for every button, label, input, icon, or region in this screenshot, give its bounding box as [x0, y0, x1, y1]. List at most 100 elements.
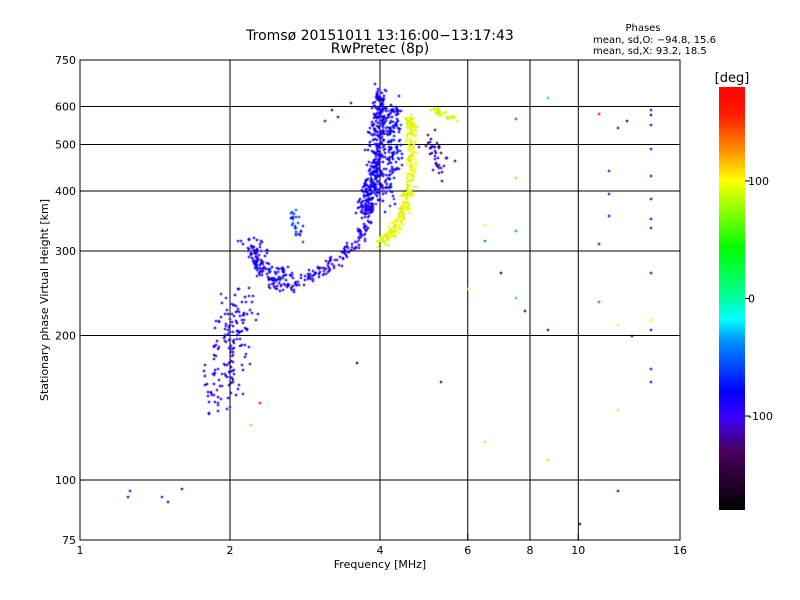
data-point	[401, 193, 405, 197]
data-point	[413, 127, 417, 131]
data-point	[408, 193, 412, 197]
data-point	[373, 82, 377, 86]
data-point	[376, 245, 380, 249]
data-point	[408, 211, 412, 215]
data-point	[235, 333, 239, 337]
data-point	[364, 188, 368, 192]
data-point	[223, 333, 227, 337]
data-point	[329, 255, 333, 259]
data-point	[405, 187, 409, 191]
y-tick-label: 200	[55, 330, 76, 343]
data-point	[268, 286, 272, 290]
data-point	[390, 115, 394, 119]
data-point	[281, 270, 285, 274]
stats-x-mode: mean, sd,X: 93.2, 18.5	[593, 46, 707, 57]
data-point	[398, 127, 402, 131]
data-point	[259, 249, 263, 253]
data-point	[308, 272, 312, 276]
data-point	[344, 253, 348, 257]
data-point	[385, 125, 389, 129]
data-point	[380, 104, 384, 108]
data-point	[440, 179, 444, 183]
data-point	[345, 255, 349, 259]
data-point	[405, 126, 409, 130]
data-point	[257, 271, 261, 275]
data-point	[383, 151, 387, 155]
data-point	[244, 352, 248, 356]
data-point	[243, 326, 247, 330]
data-point	[355, 361, 359, 365]
data-point	[375, 239, 379, 243]
data-point	[387, 139, 391, 143]
data-point	[649, 147, 653, 151]
data-point	[379, 169, 383, 173]
data-point	[160, 495, 164, 499]
data-point	[356, 229, 360, 233]
data-point	[376, 106, 380, 110]
data-point	[395, 166, 399, 170]
data-point	[392, 220, 396, 224]
data-point	[597, 300, 601, 304]
data-point	[435, 107, 439, 111]
data-point	[390, 151, 394, 155]
data-point	[408, 159, 412, 163]
data-point	[397, 215, 401, 219]
data-point	[270, 265, 274, 269]
data-point	[271, 277, 275, 281]
data-point	[381, 138, 385, 142]
data-point	[270, 282, 274, 286]
data-point	[307, 268, 311, 272]
data-point	[231, 378, 235, 382]
data-point	[277, 276, 281, 280]
data-point	[230, 312, 234, 316]
data-point	[247, 286, 251, 290]
data-point	[322, 269, 326, 273]
data-point	[250, 300, 254, 304]
data-point	[435, 164, 439, 168]
data-point	[359, 210, 363, 214]
data-point	[213, 326, 217, 330]
data-point	[388, 112, 392, 116]
data-point	[326, 262, 330, 266]
axis-ticks: 1 2 4 6 8 10 16 75 100 200 300 400 500 600 750	[55, 54, 687, 557]
data-point	[261, 262, 265, 266]
data-point	[215, 388, 219, 392]
data-point	[386, 186, 390, 190]
data-point	[303, 278, 307, 282]
data-point	[391, 124, 395, 128]
data-point	[649, 113, 653, 117]
data-point	[265, 251, 269, 255]
data-point	[374, 165, 378, 169]
data-point	[377, 126, 381, 130]
data-point	[362, 222, 366, 226]
data-point	[357, 199, 361, 203]
data-point	[233, 293, 237, 297]
data-point	[254, 318, 258, 322]
data-point	[255, 238, 259, 242]
data-point	[483, 223, 487, 227]
data-point	[433, 149, 437, 153]
data-point	[446, 117, 450, 121]
data-point	[405, 184, 409, 188]
data-point	[368, 131, 372, 135]
data-point	[219, 397, 223, 401]
data-point	[382, 233, 386, 237]
data-point	[373, 104, 377, 108]
data-point	[394, 113, 398, 117]
data-point	[392, 130, 396, 134]
data-point	[240, 329, 244, 333]
data-point	[370, 161, 374, 165]
data-point	[369, 208, 373, 212]
data-point	[434, 161, 438, 165]
data-point	[227, 346, 231, 350]
data-point	[384, 191, 388, 195]
data-point	[367, 214, 371, 218]
data-point	[395, 108, 399, 112]
data-point	[372, 122, 376, 126]
data-point	[238, 337, 242, 341]
colorbar-tick-label: -100	[748, 410, 773, 423]
y-tick-label: 75	[62, 534, 76, 547]
data-point	[226, 396, 230, 400]
data-point	[408, 165, 412, 169]
data-point	[399, 143, 403, 147]
